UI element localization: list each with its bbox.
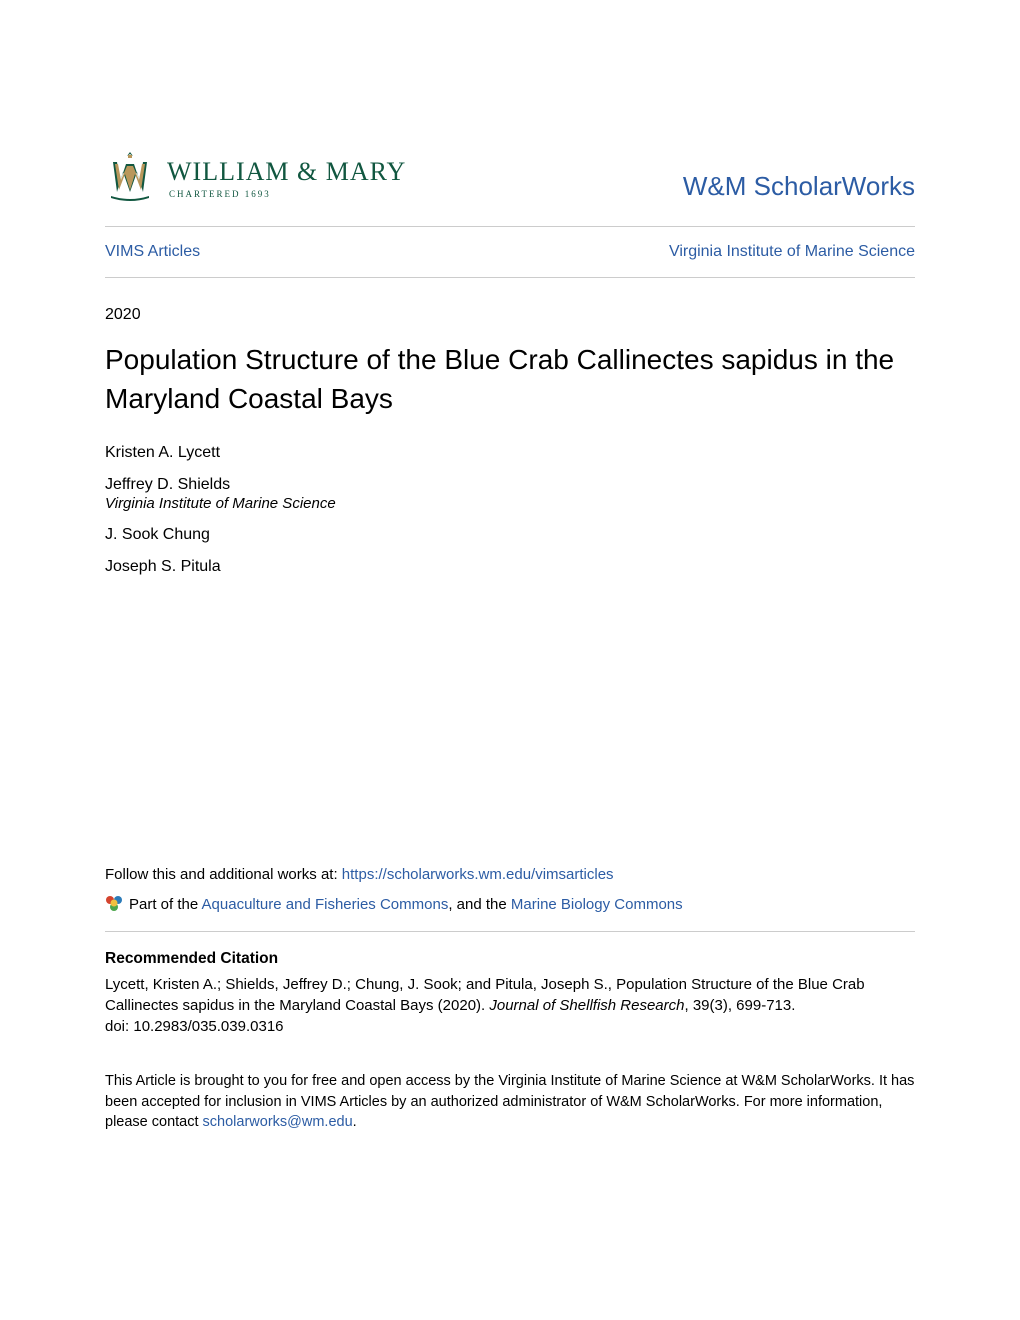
footer-text: This Article is brought to you for free … [105,1071,915,1132]
follow-section: Follow this and additional works at: htt… [105,866,915,883]
commons-link-1[interactable]: Aquaculture and Fisheries Commons [202,896,449,913]
part-of-text: Part of the Aquaculture and Fisheries Co… [129,896,683,913]
divider-citation [105,931,915,932]
wm-cipher-icon [105,150,155,206]
commons-link-2[interactable]: Marine Biology Commons [511,896,683,913]
network-icon [105,895,123,913]
scholarworks-link[interactable]: W&M ScholarWorks [683,171,915,206]
author-name: Kristen A. Lycett [105,444,915,462]
citation-heading: Recommended Citation [105,950,915,968]
logo-text: WILLIAM & MARY CHARTERED 1693 [167,157,406,199]
logo-area: WILLIAM & MARY CHARTERED 1693 [105,150,406,206]
citation-text: Lycett, Kristen A.; Shields, Jeffrey D.;… [105,974,915,1016]
publication-year: 2020 [105,306,915,324]
follow-url-link[interactable]: https://scholarworks.wm.edu/vimsarticles [342,866,614,883]
author-block: Kristen A. Lycett [105,444,915,462]
divider-nav [105,277,915,278]
author-block: J. Sook Chung [105,526,915,544]
author-affiliation: Virginia Institute of Marine Science [105,495,915,512]
logo-wordmark: WILLIAM & MARY [167,157,406,187]
author-block: Jeffrey D. Shields Virginia Institute of… [105,476,915,512]
collection-link[interactable]: VIMS Articles [105,243,200,261]
citation-journal: Journal of Shellfish Research [489,997,684,1014]
nav-row: VIMS Articles Virginia Institute of Mari… [105,227,915,277]
doi-text: doi: 10.2983/035.039.0316 [105,1018,915,1035]
footer-post: . [353,1114,357,1130]
author-name: Jeffrey D. Shields [105,476,915,494]
citation-post: , 39(3), 699-713. [684,997,795,1014]
header-row: WILLIAM & MARY CHARTERED 1693 W&M Schola… [105,150,915,226]
paper-title: Population Structure of the Blue Crab Ca… [105,340,915,418]
part-of-row: Part of the Aquaculture and Fisheries Co… [105,895,915,913]
follow-prefix: Follow this and additional works at: [105,866,342,883]
institute-link[interactable]: Virginia Institute of Marine Science [669,243,915,261]
part-of-connector: , and the [448,896,511,913]
logo-chartered: CHARTERED 1693 [169,189,406,199]
author-block: Joseph S. Pitula [105,558,915,576]
author-name: J. Sook Chung [105,526,915,544]
author-name: Joseph S. Pitula [105,558,915,576]
contact-email-link[interactable]: scholarworks@wm.edu [203,1114,353,1130]
part-of-prefix: Part of the [129,896,202,913]
